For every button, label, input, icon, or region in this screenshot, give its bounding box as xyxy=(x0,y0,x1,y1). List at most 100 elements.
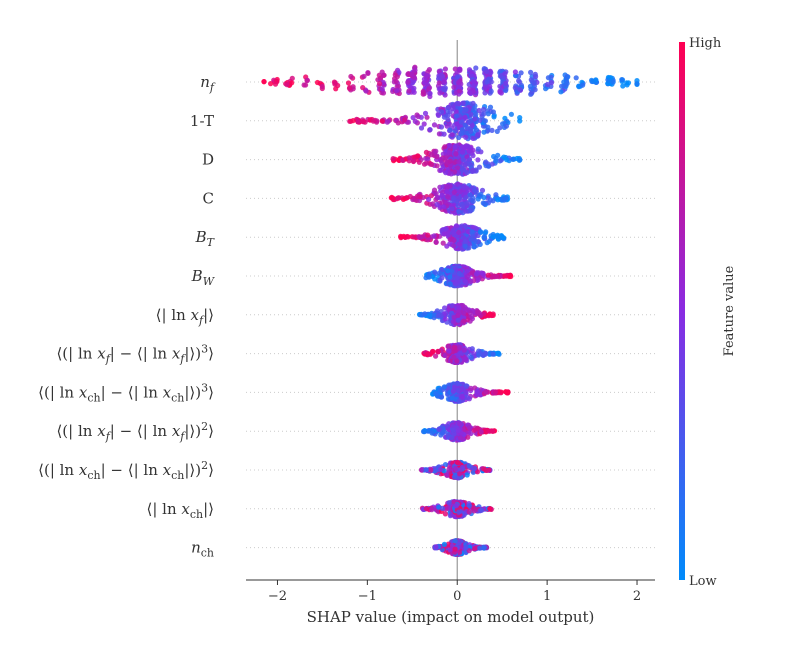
shap-point xyxy=(444,183,450,189)
shap-point xyxy=(481,129,487,135)
shap-point xyxy=(439,200,445,206)
shap-point xyxy=(490,234,496,240)
shap-point xyxy=(379,86,385,92)
shap-point xyxy=(470,469,476,475)
shap-point xyxy=(411,89,417,95)
shap-point xyxy=(501,154,507,160)
shap-point xyxy=(449,206,455,212)
shap-point xyxy=(456,159,462,165)
shap-point xyxy=(455,165,461,171)
shap-point xyxy=(486,467,492,473)
shap-point xyxy=(478,429,484,435)
x-tick-label: 0 xyxy=(453,589,461,604)
shap-point xyxy=(468,354,474,361)
shap-point xyxy=(485,111,491,117)
shap-point xyxy=(484,68,490,75)
shap-point xyxy=(466,509,472,515)
shap-point xyxy=(441,79,447,85)
shap-point xyxy=(405,79,411,85)
shap-point xyxy=(450,195,457,201)
shap-point xyxy=(423,160,429,166)
shap-point xyxy=(396,157,402,163)
shap-point xyxy=(422,311,428,317)
feature-labels: nf 1-T D C BT BW ⟨| ln xf|⟩ ⟨(| ln xf| −… xyxy=(38,73,216,560)
shap-point xyxy=(333,86,339,92)
shap-point xyxy=(435,194,441,200)
shap-point xyxy=(468,278,474,284)
shap-point xyxy=(415,113,421,120)
shap-point xyxy=(477,117,483,123)
shap-point xyxy=(471,83,477,89)
shap-point xyxy=(471,244,477,250)
shap-point xyxy=(457,467,463,473)
shap-point xyxy=(459,144,465,150)
shap-point xyxy=(543,86,549,92)
shap-point xyxy=(472,238,478,244)
shap-point xyxy=(456,84,462,90)
shap-point xyxy=(482,84,488,91)
shap-point xyxy=(457,471,463,477)
shap-point xyxy=(483,389,489,395)
shap-point xyxy=(409,71,415,77)
x-tick-label: 2 xyxy=(633,589,641,604)
shap-point xyxy=(463,356,469,362)
shap-point xyxy=(441,541,447,548)
shap-point xyxy=(406,155,412,161)
shap-point xyxy=(332,81,338,87)
shap-point xyxy=(527,83,534,89)
shap-point xyxy=(395,83,401,89)
shap-point xyxy=(457,421,463,427)
shap-point xyxy=(453,281,459,287)
shap-point xyxy=(423,467,429,473)
shap-point xyxy=(438,394,444,400)
shap-point xyxy=(465,228,471,235)
shap-point xyxy=(447,241,453,247)
x-axis: −2 −1 0 1 2 xyxy=(246,579,655,604)
shap-point xyxy=(593,77,599,83)
shap-point xyxy=(390,156,396,162)
shap-point xyxy=(463,107,469,113)
shap-point xyxy=(559,83,565,89)
shap-point xyxy=(473,65,479,71)
shap-point xyxy=(314,79,321,86)
shap-point xyxy=(462,162,468,168)
shap-point xyxy=(494,273,500,279)
shap-point xyxy=(484,427,490,434)
shap-point xyxy=(474,127,480,133)
shap-point xyxy=(445,268,451,274)
shap-point xyxy=(464,472,470,478)
shap-point xyxy=(468,208,474,214)
shap-point xyxy=(455,195,461,201)
shap-point xyxy=(272,81,279,87)
shap-point xyxy=(497,125,503,131)
shap-point xyxy=(479,187,486,193)
shap-point xyxy=(475,277,481,283)
shap-point xyxy=(421,121,427,127)
shap-point xyxy=(469,229,475,235)
shap-point xyxy=(452,546,458,552)
shap-point xyxy=(449,303,455,309)
shap-point xyxy=(459,127,465,133)
shap-point xyxy=(348,73,354,80)
shap-point xyxy=(461,347,467,353)
shap-point xyxy=(400,196,406,202)
shap-point xyxy=(463,208,469,214)
shap-point xyxy=(467,192,473,198)
shap-point xyxy=(416,234,422,240)
shap-point xyxy=(429,507,435,513)
shap-point xyxy=(446,467,452,473)
x-tick-label: −2 xyxy=(268,589,287,604)
feature-label-c: C xyxy=(203,189,214,207)
shap-point xyxy=(462,238,469,244)
shap-point xyxy=(438,466,444,472)
feature-label-xf-squared: ⟨(| ln xf| − ⟨| ln xf|⟩)2⟩ xyxy=(56,420,214,443)
shap-point xyxy=(468,128,474,135)
shap-point xyxy=(489,127,495,133)
feature-label-b-t: BT xyxy=(195,228,216,249)
shap-point xyxy=(470,135,476,141)
shap-point xyxy=(360,118,367,125)
shap-point xyxy=(436,80,442,86)
shap-point xyxy=(464,169,470,176)
shap-point xyxy=(495,152,501,158)
shap-point xyxy=(490,198,496,204)
